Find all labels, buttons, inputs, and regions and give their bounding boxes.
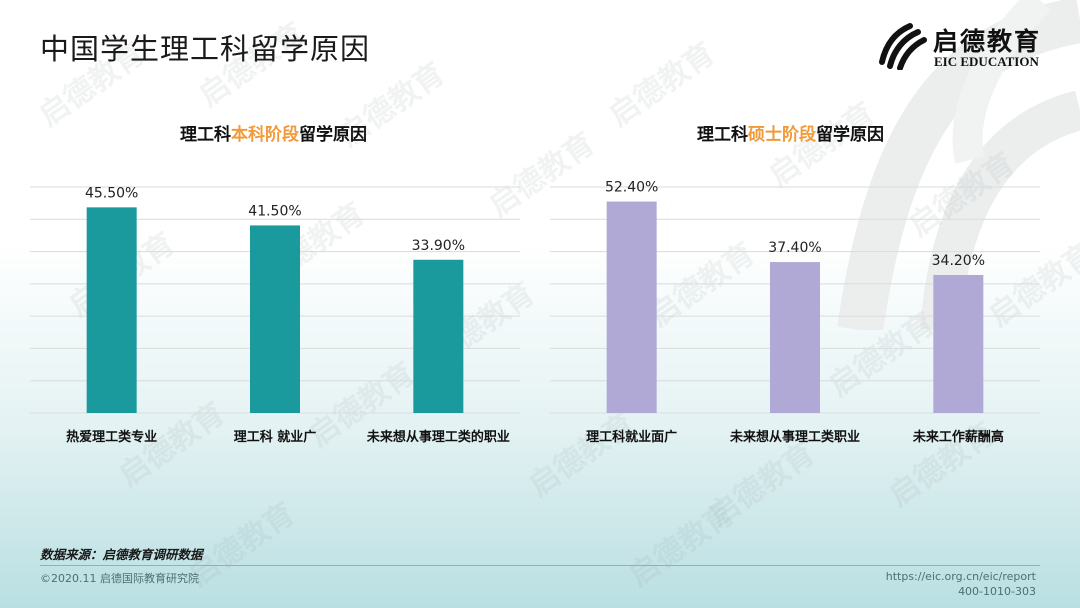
data-label: 41.50%	[248, 203, 301, 219]
chart-title-highlight: 硕士阶段	[748, 125, 816, 145]
bar	[606, 201, 657, 413]
bar	[413, 259, 464, 413]
report-link[interactable]: https://eic.org.cn/eic/report	[885, 570, 1036, 583]
bar	[86, 207, 137, 413]
copyright-text: ©2020.11 启德国际教育研究院	[40, 572, 199, 585]
category-label: 热爱理工类专业	[66, 429, 157, 445]
footer-divider	[40, 565, 1040, 566]
category-label: 未来想从事理工类的职业	[366, 429, 510, 445]
bar-chart-master: 52.40% 理工科就业面广 37.40% 未来想从事理工类职业 34.20% 未来工作薪…	[550, 180, 1040, 445]
chart-title-highlight: 本科阶段	[231, 125, 299, 145]
data-label: 33.90%	[412, 238, 465, 254]
logo-text-cn: 启德教育	[933, 27, 1042, 56]
data-label: 34.20%	[932, 253, 985, 269]
chart-title-prefix: 理工科	[697, 125, 748, 145]
category-label: 未来工作薪酬高	[912, 429, 1004, 445]
bar	[770, 262, 820, 413]
data-source-note: 数据来源：启德教育调研数据	[40, 547, 203, 562]
eic-logo: 启德教育 EIC EDUCATION	[876, 20, 1046, 72]
bar-chart-undergrad: 45.50% 热爱理工类专业 41.50% 理工科 就业广 33.90% 未来想从事理工类…	[30, 185, 520, 445]
logo-text-en: EIC EDUCATION	[934, 54, 1039, 69]
category-label: 理工科 就业广	[234, 429, 317, 445]
chart-title-undergrad: 理工科本科阶段留学原因	[180, 120, 367, 145]
category-label: 理工科就业面广	[586, 429, 677, 445]
eic-logo-icon	[879, 23, 927, 70]
category-label: 未来想从事理工类职业	[729, 429, 860, 445]
page-title: 中国学生理工科留学原因	[40, 32, 371, 66]
hotline-number: 400-1010-303	[958, 585, 1036, 598]
data-label: 37.40%	[768, 240, 821, 256]
bar	[933, 274, 984, 413]
chart-title-prefix: 理工科	[180, 125, 231, 145]
watermark-text: 启德教育	[622, 496, 742, 594]
chart-title-suffix: 留学原因	[816, 125, 884, 145]
data-label: 52.40%	[605, 180, 658, 196]
chart-title-master: 理工科硕士阶段留学原因	[697, 120, 884, 145]
data-label: 45.50%	[85, 185, 138, 201]
chart-title-suffix: 留学原因	[299, 125, 367, 145]
bar	[250, 225, 300, 413]
